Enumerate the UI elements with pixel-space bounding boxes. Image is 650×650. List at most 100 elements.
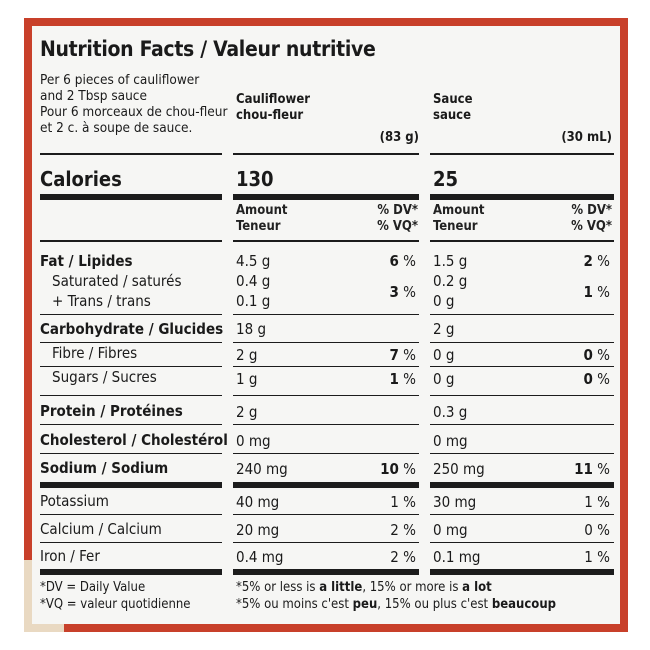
nutrient-label-fibre: Fibre / Fibres (52, 344, 138, 362)
pct-cauliflower-potassium: 1 % (390, 493, 416, 511)
nutrient-label-trans: + Trans / trans (52, 292, 151, 310)
divider (430, 542, 614, 543)
divider (233, 453, 419, 454)
amount-label: Amount (236, 203, 288, 218)
divider (40, 542, 222, 543)
pct-cauliflower-fat: 6 % (389, 252, 416, 270)
nutrient-label-carbohydrate: Carbohydrate / Glucides (40, 320, 224, 338)
value-cauliflower-saturated: 0.4 g (236, 272, 271, 290)
value-cauliflower-iron: 0.4 mg (236, 548, 284, 566)
pct-cauliflower-fibre: 7 % (389, 346, 416, 364)
column-sauce-name: Sauce (433, 92, 473, 107)
divider-thick (430, 194, 614, 200)
value-sauce-protein: 0.3 g (433, 403, 468, 421)
calories-cauliflower: 130 (236, 167, 274, 191)
pct-cauliflower-sat-trans: 3 % (389, 283, 416, 301)
value-cauliflower-trans: 0.1 g (236, 292, 271, 310)
divider (233, 514, 419, 515)
column-cauliflower-name: Cauliflower (236, 92, 311, 107)
value-cauliflower-sugars: 1 g (236, 370, 258, 388)
divider-thick (40, 569, 222, 575)
divider (430, 424, 614, 425)
dv-header-cauliflower: % DV* % VQ* (356, 203, 418, 235)
pct-sauce-iron: 1 % (584, 548, 610, 566)
value-sauce-fibre: 0 g (433, 346, 455, 364)
pct-cauliflower-sodium: 10 % (380, 460, 416, 478)
value-cauliflower-protein: 2 g (236, 403, 258, 421)
divider (233, 153, 419, 155)
column-cauliflower-header: Cauliflower chou-fleur (236, 92, 310, 124)
divider (430, 453, 614, 454)
footnote-dv: *DV = Daily Value (40, 580, 146, 595)
value-cauliflower-cholesterol: 0 mg (236, 432, 271, 450)
nutrient-label-calcium: Calcium / Calcium (40, 520, 162, 538)
pct-sauce-sodium: 11 % (574, 460, 610, 478)
footnote-guide-en: *5% or less is a little, 15% or more is … (236, 580, 492, 595)
column-cauliflower-size: (83 g) (379, 130, 419, 145)
divider (40, 395, 222, 396)
serving-line-4: et 2 c. à soupe de sauce. (40, 120, 193, 136)
column-sauce-size: (30 mL) (561, 130, 612, 145)
divider (40, 153, 222, 155)
column-cauliflower-name-fr: chou-fleur (236, 108, 304, 123)
nutrient-label-iron: Iron / Fer (40, 547, 100, 565)
nutrition-label-panel (32, 26, 620, 624)
value-cauliflower-carbohydrate: 18 g (236, 320, 267, 338)
divider (40, 342, 222, 343)
serving-line-3: Pour 6 morceaux de chou-fleur (40, 104, 228, 120)
serving-size: Per 6 pieces of cauliflower and 2 Tbsp s… (40, 72, 227, 136)
calories-sauce: 25 (433, 167, 459, 191)
divider-thick (233, 482, 419, 488)
footnote-vq: *VQ = valeur quotidienne (40, 597, 191, 612)
value-sauce-potassium: 30 mg (433, 493, 477, 511)
pct-sauce-fibre: 0 % (583, 346, 610, 364)
value-sauce-trans: 0 g (433, 292, 455, 310)
value-cauliflower-calcium: 20 mg (236, 521, 280, 539)
amount-label: Amount (433, 203, 485, 218)
serving-line-1: Per 6 pieces of cauliflower (40, 72, 200, 88)
divider (233, 395, 419, 396)
divider (40, 514, 222, 515)
footnote-guide-fr: *5% ou moins c'est peu, 15% ou plus c'es… (236, 597, 557, 612)
divider-thick (40, 482, 222, 488)
vq-label: % VQ* (377, 219, 418, 234)
divider-thick (233, 194, 419, 200)
dv-label: % DV* (571, 203, 612, 218)
divider (233, 240, 419, 242)
pct-cauliflower-calcium: 2 % (390, 521, 416, 539)
divider (233, 366, 419, 367)
column-sauce-name-fr: sauce (433, 108, 472, 123)
calories-label: Calories (40, 167, 122, 191)
dv-label: % DV* (377, 203, 418, 218)
value-sauce-fat: 1.5 g (433, 252, 468, 270)
pct-cauliflower-iron: 2 % (390, 548, 416, 566)
footnote-dv-guide: *5% or less is a little, 15% or more is … (236, 579, 556, 613)
pct-sauce-calcium: 0 % (584, 521, 610, 539)
dv-header-sauce: % DV* % VQ* (550, 203, 612, 235)
divider (40, 453, 222, 454)
divider (40, 240, 222, 242)
divider-thick (430, 482, 614, 488)
pct-sauce-sugars: 0 % (583, 370, 610, 388)
pct-cauliflower-sugars: 1 % (389, 370, 416, 388)
pct-sauce-potassium: 1 % (584, 493, 610, 511)
value-sauce-iron: 0.1 mg (433, 548, 481, 566)
value-cauliflower-sodium: 240 mg (236, 460, 288, 478)
nutrient-label-sugars: Sugars / Sucres (52, 368, 157, 386)
divider (40, 366, 222, 367)
divider (40, 424, 222, 425)
divider-thick (40, 194, 222, 200)
value-cauliflower-fibre: 2 g (236, 346, 258, 364)
divider (233, 314, 419, 315)
value-sauce-sodium: 250 mg (433, 460, 485, 478)
amount-label-fr: Teneur (236, 219, 281, 234)
divider (430, 395, 614, 396)
nutrient-label-fat: Fat / Lipides (40, 252, 133, 270)
divider (430, 240, 614, 242)
footnote-dv-definitions: *DV = Daily Value *VQ = valeur quotidien… (40, 579, 190, 613)
nutrient-label-potassium: Potassium (40, 492, 109, 510)
divider (233, 342, 419, 343)
page-title: Nutrition Facts / Valeur nutritive (40, 37, 376, 61)
amount-header-cauliflower: Amount Teneur (236, 203, 288, 235)
value-sauce-cholesterol: 0 mg (433, 432, 468, 450)
